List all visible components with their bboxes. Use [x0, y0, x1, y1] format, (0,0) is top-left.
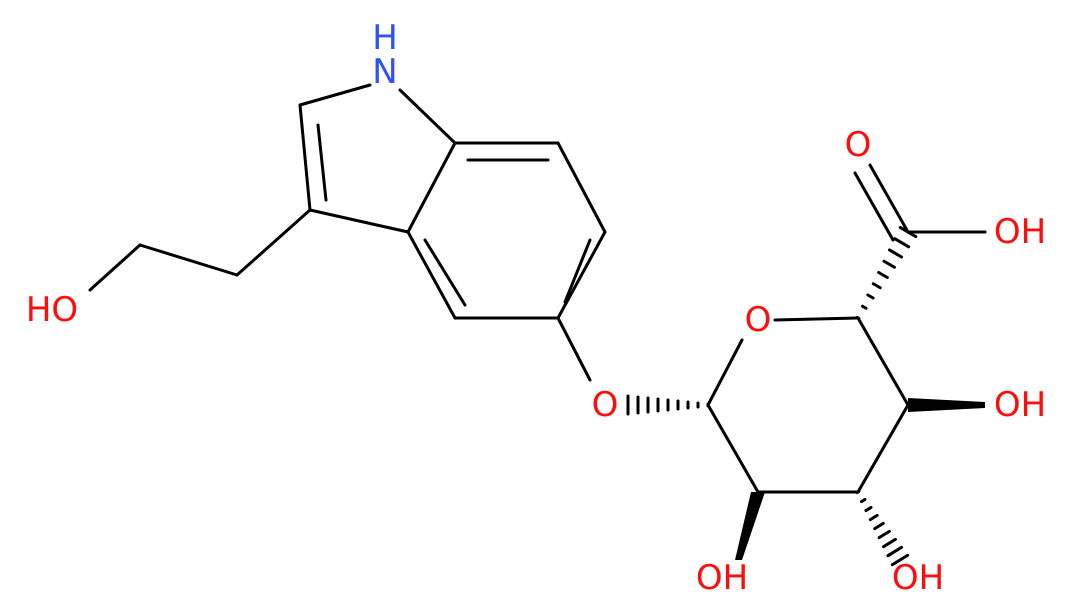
bond	[556, 230, 607, 320]
bond	[88, 243, 142, 292]
bond	[856, 316, 910, 407]
wedge-bond	[735, 492, 765, 560]
bond	[316, 123, 328, 202]
bond	[406, 230, 457, 320]
bond	[856, 403, 910, 494]
bond	[423, 238, 467, 307]
bond	[235, 208, 312, 277]
bond	[556, 316, 592, 382]
hash-line	[887, 248, 904, 259]
wedge-bond	[908, 398, 985, 412]
hash-line	[882, 259, 896, 269]
bond	[406, 141, 457, 234]
bond	[706, 403, 760, 494]
atom-label: OH	[994, 385, 1046, 425]
atom-label: HO	[26, 290, 78, 330]
hash-line	[893, 237, 911, 249]
hash-line	[855, 489, 861, 495]
bond	[298, 83, 372, 107]
hash-line	[871, 282, 882, 290]
bond	[773, 316, 860, 322]
hashed-bonds	[626, 225, 918, 567]
bond	[563, 238, 592, 304]
hash-line	[868, 513, 879, 522]
bond	[308, 208, 410, 234]
atom-label: O	[745, 300, 772, 340]
atom-label: OH	[994, 212, 1046, 252]
hash-line	[886, 545, 904, 558]
bond	[556, 141, 607, 234]
bond	[706, 338, 744, 407]
hash-line	[873, 521, 885, 531]
bond	[398, 88, 457, 145]
hash-line	[882, 537, 897, 549]
hash-line	[898, 225, 918, 239]
hash-line	[864, 505, 873, 513]
bond	[853, 171, 895, 242]
bonds	[88, 83, 987, 494]
atom-label: N	[372, 52, 397, 92]
hash-line	[855, 315, 861, 321]
hash-line	[890, 553, 910, 567]
atom-label: O	[592, 385, 619, 425]
bond	[868, 163, 910, 234]
atom-label: OH	[892, 558, 944, 598]
hash-line	[866, 293, 875, 300]
hash-line	[877, 529, 891, 540]
bond	[138, 243, 239, 277]
atom-label: OH	[696, 558, 748, 598]
bond	[298, 103, 312, 212]
atom-label: O	[845, 125, 872, 165]
hash-line	[877, 270, 889, 280]
atom-label: H	[372, 18, 398, 58]
hash-line	[860, 497, 867, 504]
hash-line	[861, 304, 868, 310]
